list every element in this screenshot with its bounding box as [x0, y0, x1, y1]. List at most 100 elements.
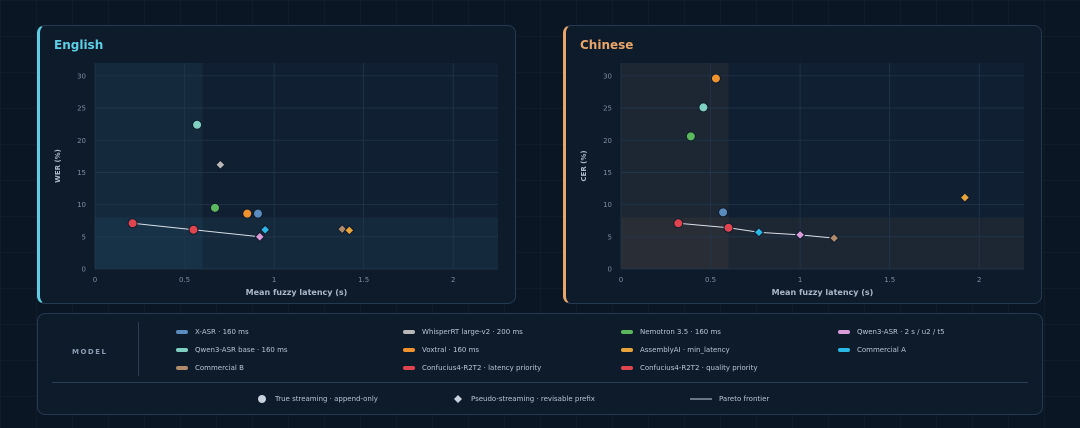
data-point	[336, 223, 348, 235]
legend-swatch	[403, 366, 415, 370]
x-tick-label: 1.5	[358, 276, 369, 284]
y-axis-label: CER (%)	[580, 150, 588, 181]
x-tick-label: 0	[619, 276, 623, 284]
data-point	[252, 208, 263, 219]
legend-entry: AssemblyAI · min_latency	[621, 346, 730, 354]
data-point	[723, 222, 734, 233]
y-tick-label: 10	[603, 201, 612, 209]
legend-entry: Qwen3-ASR base · 160 ms	[176, 346, 288, 354]
x-tick-label: 0.5	[179, 276, 190, 284]
data-point	[127, 218, 138, 229]
legend-entry: Commercial A	[838, 346, 906, 354]
legend-entry-label: Nemotron 3.5 · 160 ms	[640, 328, 721, 336]
legend-entry: WhisperRT large-v2 · 200 ms	[403, 328, 523, 336]
legend-entry-label: Qwen3-ASR · 2 s / u2 / t5	[857, 328, 945, 336]
x-tick-label: 1.5	[884, 276, 895, 284]
legend-marker-entry: Pareto frontier	[690, 394, 769, 404]
legend-entry: Commercial B	[176, 364, 244, 372]
data-point	[210, 202, 221, 213]
diamond-marker	[454, 395, 462, 403]
data-point	[673, 218, 684, 229]
x-axis-label: Mean fuzzy latency (s)	[772, 288, 874, 297]
x-axis-label: Mean fuzzy latency (s)	[246, 288, 348, 297]
legend-entry: Nemotron 3.5 · 160 ms	[621, 328, 721, 336]
legend-entry-label: WhisperRT large-v2 · 200 ms	[422, 328, 523, 336]
legend-label: MODEL	[72, 348, 108, 356]
data-point	[242, 208, 253, 219]
legend-entry-label: AssemblyAI · min_latency	[640, 346, 730, 354]
legend-entry: Confucius4-R2T2 · latency priority	[403, 364, 541, 372]
legend-divider	[138, 322, 139, 376]
legend-swatch	[621, 348, 633, 352]
y-tick-label: 0	[608, 266, 612, 274]
legend-entry-label: Commercial A	[857, 346, 906, 354]
legend-entry-label: X-ASR · 160 ms	[195, 328, 249, 336]
y-tick-label: 10	[77, 201, 86, 209]
legend-marker-entry: True streaming · append-only	[256, 394, 378, 404]
legend-swatch	[176, 366, 188, 370]
chinese-chart-title: Chinese	[580, 38, 634, 52]
data-point	[710, 73, 721, 84]
data-point	[698, 102, 709, 113]
legend-entry: Qwen3-ASR · 2 s / u2 / t5	[838, 328, 945, 336]
y-axis-label: WER (%)	[54, 149, 62, 183]
legend-marker-entry: Pseudo-streaming · revisable prefix	[452, 394, 595, 404]
circle-marker-icon	[258, 395, 266, 403]
line-marker-icon	[690, 398, 712, 400]
data-point	[794, 229, 806, 241]
data-point	[254, 231, 265, 243]
legend-separator	[52, 382, 1028, 383]
y-tick-label: 20	[603, 137, 612, 145]
y-tick-label: 25	[603, 105, 612, 113]
legend-entry: Confucius4-R2T2 · quality priority	[621, 364, 758, 372]
data-point	[259, 224, 271, 235]
legend-entry-label: Voxtral · 160 ms	[422, 346, 480, 354]
legend-entry: Voxtral · 160 ms	[403, 346, 479, 354]
data-point	[753, 227, 765, 238]
english-chart-title: English	[54, 38, 104, 52]
data-point	[685, 131, 696, 142]
data-point	[215, 159, 226, 170]
plot-area	[621, 63, 1024, 269]
legend-entry: X-ASR · 160 ms	[176, 328, 249, 336]
y-tick-label: 5	[608, 233, 612, 241]
circle-marker	[258, 395, 266, 403]
data-point	[192, 119, 203, 130]
x-tick-label: 0	[93, 276, 97, 284]
legend-panel: MODEL X-ASR · 160 ms WhisperRT large-v2 ·…	[37, 313, 1043, 415]
y-tick-label: 25	[77, 105, 86, 113]
low-error-zone	[621, 217, 1024, 269]
y-tick-label: 30	[603, 72, 612, 80]
x-tick-label: 2	[451, 276, 455, 284]
legend-entry-label: Confucius4-R2T2 · quality priority	[640, 364, 758, 372]
legend-swatch	[176, 330, 188, 334]
legend-marker-label: Pareto frontier	[719, 395, 770, 403]
english-chart-panel: English 0 5 10 15 20 25 30 0 0.5 1 1.5 2 Mean fuzzy …	[37, 25, 516, 304]
plot-area	[95, 63, 498, 269]
legend-entry-label: Commercial B	[195, 364, 244, 372]
chinese-scatter-plot: 0 5 10 15 20 25 30 0 0.5 1 1.5 2 Mean fuzzy latency …	[580, 63, 1024, 297]
data-point	[188, 224, 199, 235]
legend-swatch	[176, 348, 188, 352]
y-tick-label: 5	[82, 233, 86, 241]
y-tick-label: 0	[82, 266, 86, 274]
legend-swatch	[621, 330, 633, 334]
y-tick-label: 15	[77, 169, 86, 177]
legend-swatch	[621, 366, 633, 370]
chinese-chart-panel: Chinese 0 5 10 15 20 25 30 0 0.5 1 1.5 2 Mean fuzzy …	[563, 25, 1042, 304]
legend-swatch	[838, 330, 850, 334]
y-tick-label: 30	[77, 72, 86, 80]
legend-swatch	[403, 330, 415, 334]
legend-marker-label: Pseudo-streaming · revisable prefix	[471, 395, 595, 403]
y-tick-label: 15	[603, 169, 612, 177]
x-tick-label: 2	[977, 276, 981, 284]
diamond-marker-icon	[454, 395, 462, 403]
data-point	[828, 232, 840, 244]
x-tick-label: 0.5	[705, 276, 716, 284]
data-point	[959, 192, 971, 203]
legend-entry-label: Qwen3-ASR base · 160 ms	[195, 346, 288, 354]
y-tick-label: 20	[77, 137, 86, 145]
data-point	[344, 225, 355, 236]
english-scatter-plot: 0 5 10 15 20 25 30 0 0.5 1 1.5 2 Mean fuzzy latency …	[54, 63, 498, 297]
x-tick-label: 1	[798, 276, 802, 284]
